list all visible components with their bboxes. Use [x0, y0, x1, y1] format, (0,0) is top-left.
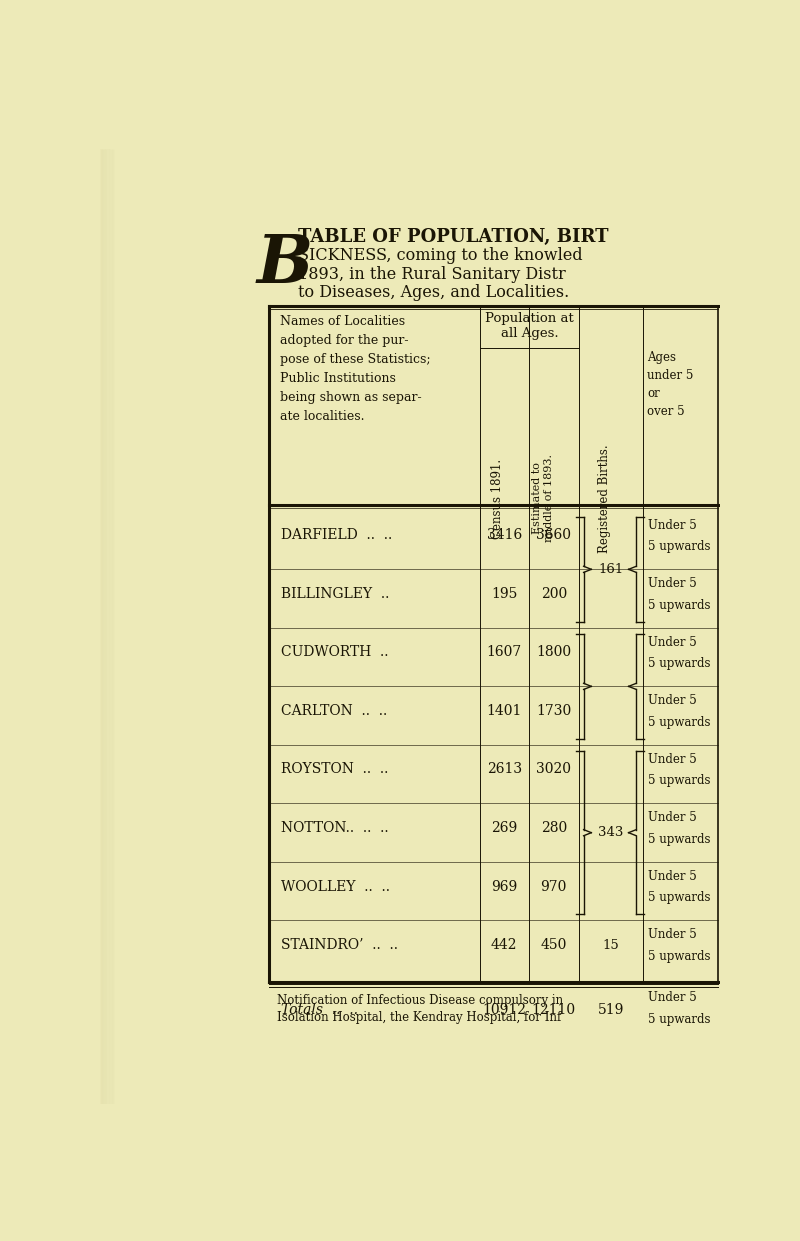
Text: 5 upwards: 5 upwards	[648, 716, 710, 728]
Text: Estimated to
middle of 1893.: Estimated to middle of 1893.	[532, 454, 554, 542]
Text: Ages
under 5
or
over 5: Ages under 5 or over 5	[647, 351, 694, 418]
Text: 5 upwards: 5 upwards	[648, 658, 710, 670]
Text: Names of Localities
adopted for the pur-
pose of these Statistics;
Public Instit: Names of Localities adopted for the pur-…	[280, 315, 430, 423]
Text: STAINDRO’  ..  ..: STAINDRO’ .. ..	[282, 938, 398, 952]
Text: Notification of Infectious Disease compulsory in: Notification of Infectious Disease compu…	[277, 994, 563, 1008]
Text: Isolation Hospital, the Kendray Hospital, for Inf: Isolation Hospital, the Kendray Hospital…	[277, 1011, 561, 1024]
Text: 5 upwards: 5 upwards	[648, 774, 710, 787]
Text: 3020: 3020	[536, 762, 571, 777]
Text: 161: 161	[598, 563, 623, 576]
Text: Census 1891.: Census 1891.	[491, 458, 504, 539]
Text: Under 5: Under 5	[648, 577, 697, 589]
Text: TABLE OF POPULATION, BIRT: TABLE OF POPULATION, BIRT	[298, 228, 608, 246]
Text: Under 5: Under 5	[648, 992, 697, 1004]
Text: Under 5: Under 5	[648, 635, 697, 649]
Text: 1800: 1800	[536, 645, 571, 659]
Text: Under 5: Under 5	[648, 928, 697, 941]
Text: Under 5: Under 5	[648, 519, 697, 531]
Text: 5 upwards: 5 upwards	[648, 949, 710, 963]
Text: Under 5: Under 5	[648, 752, 697, 766]
Text: 1730: 1730	[536, 704, 571, 719]
Text: B: B	[257, 232, 313, 297]
Text: Under 5: Under 5	[648, 812, 697, 824]
Text: to Diseases, Ages, and Localities.: to Diseases, Ages, and Localities.	[298, 284, 569, 302]
Text: 5 upwards: 5 upwards	[648, 1013, 710, 1026]
Text: 442: 442	[491, 938, 518, 952]
Text: CUDWORTH  ..: CUDWORTH ..	[282, 645, 389, 659]
Text: 3416: 3416	[486, 529, 522, 542]
Text: 1401: 1401	[486, 704, 522, 719]
Text: 450: 450	[541, 938, 567, 952]
Text: 519: 519	[598, 1003, 624, 1016]
Text: 195: 195	[491, 587, 518, 601]
Text: 10912: 10912	[482, 1003, 526, 1016]
Text: 969: 969	[491, 880, 518, 894]
Text: Totals  ..  ..: Totals .. ..	[282, 1003, 358, 1016]
Text: all Ages.: all Ages.	[501, 326, 558, 340]
Text: ROYSTON  ..  ..: ROYSTON .. ..	[282, 762, 389, 777]
Text: Registered Births.: Registered Births.	[598, 444, 610, 552]
Text: 2613: 2613	[486, 762, 522, 777]
Text: 5 upwards: 5 upwards	[648, 540, 710, 553]
Text: BILLINGLEY  ..: BILLINGLEY ..	[282, 587, 390, 601]
Text: CARLTON  ..  ..: CARLTON .. ..	[282, 704, 388, 719]
Text: 3660: 3660	[536, 529, 571, 542]
Text: Population at: Population at	[485, 313, 574, 325]
Text: SICKNESS, coming to the knowled: SICKNESS, coming to the knowled	[298, 247, 582, 264]
Text: Under 5: Under 5	[648, 694, 697, 707]
Text: 343: 343	[598, 827, 623, 839]
Text: 200: 200	[541, 587, 567, 601]
Text: 269: 269	[491, 822, 518, 835]
Text: 15: 15	[602, 938, 619, 952]
Text: 5 upwards: 5 upwards	[648, 833, 710, 845]
Text: WOOLLEY  ..  ..: WOOLLEY .. ..	[282, 880, 390, 894]
Text: 1607: 1607	[486, 645, 522, 659]
Text: DARFIELD  ..  ..: DARFIELD .. ..	[282, 529, 393, 542]
Text: 280: 280	[541, 822, 567, 835]
Text: 5 upwards: 5 upwards	[648, 598, 710, 612]
Text: 1893, in the Rural Sanitary Distr: 1893, in the Rural Sanitary Distr	[298, 266, 566, 283]
Text: NOTTON..  ..  ..: NOTTON.. .. ..	[282, 822, 389, 835]
Text: Under 5: Under 5	[648, 870, 697, 882]
Text: 12110: 12110	[532, 1003, 576, 1016]
Text: 5 upwards: 5 upwards	[648, 891, 710, 905]
Text: 970: 970	[541, 880, 567, 894]
